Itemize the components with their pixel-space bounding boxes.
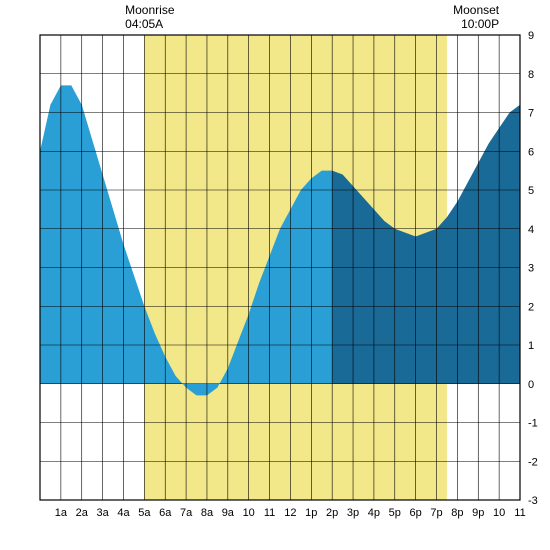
x-tick-label: 11 bbox=[264, 507, 275, 519]
y-tick-label: 9 bbox=[528, 30, 534, 42]
x-tick-label: 5p bbox=[389, 507, 401, 519]
y-tick-label: -3 bbox=[528, 495, 538, 507]
moonset-title: Moonset bbox=[453, 3, 500, 17]
tide-chart: -3-2-101234567891a2a3a4a5a6a7a8a9a101112… bbox=[0, 0, 550, 550]
y-tick-label: 6 bbox=[528, 146, 534, 158]
x-tick-label: 3p bbox=[347, 507, 359, 519]
x-tick-label: 4a bbox=[117, 507, 130, 519]
y-tick-label: 8 bbox=[528, 69, 534, 81]
x-tick-label: 1a bbox=[55, 507, 68, 519]
x-tick-label: 7p bbox=[430, 507, 442, 519]
x-tick-label: 3a bbox=[96, 507, 109, 519]
x-tick-label: 6a bbox=[159, 507, 172, 519]
y-tick-label: 4 bbox=[528, 224, 534, 236]
y-tick-label: 1 bbox=[528, 340, 534, 352]
moonrise-time: 04:05A bbox=[125, 17, 163, 31]
y-tick-label: 2 bbox=[528, 301, 534, 313]
x-tick-label: 5a bbox=[138, 507, 151, 519]
y-tick-label: 3 bbox=[528, 263, 534, 275]
moonrise-title: Moonrise bbox=[125, 3, 175, 17]
x-tick-label: 9p bbox=[472, 507, 484, 519]
x-tick-label: 4p bbox=[368, 507, 380, 519]
x-tick-label: 10 bbox=[243, 507, 255, 519]
y-tick-label: 0 bbox=[528, 379, 534, 391]
x-tick-label: 1p bbox=[305, 507, 317, 519]
chart-svg: -3-2-101234567891a2a3a4a5a6a7a8a9a101112… bbox=[0, 0, 550, 550]
y-tick-label: -1 bbox=[528, 418, 538, 430]
y-tick-label: 7 bbox=[528, 108, 534, 120]
x-tick-label: 8a bbox=[201, 507, 214, 519]
x-tick-label: 10 bbox=[493, 507, 505, 519]
x-tick-label: 8p bbox=[451, 507, 463, 519]
y-tick-label: -2 bbox=[528, 456, 538, 468]
x-tick-label: 11 bbox=[514, 507, 525, 519]
x-tick-label: 12 bbox=[284, 507, 296, 519]
x-tick-label: 2p bbox=[326, 507, 338, 519]
moonset-time: 10:00P bbox=[461, 17, 499, 31]
x-tick-label: 2a bbox=[76, 507, 89, 519]
x-tick-label: 6p bbox=[410, 507, 422, 519]
x-tick-label: 9a bbox=[222, 507, 235, 519]
y-tick-label: 5 bbox=[528, 185, 534, 197]
x-tick-label: 7a bbox=[180, 507, 193, 519]
